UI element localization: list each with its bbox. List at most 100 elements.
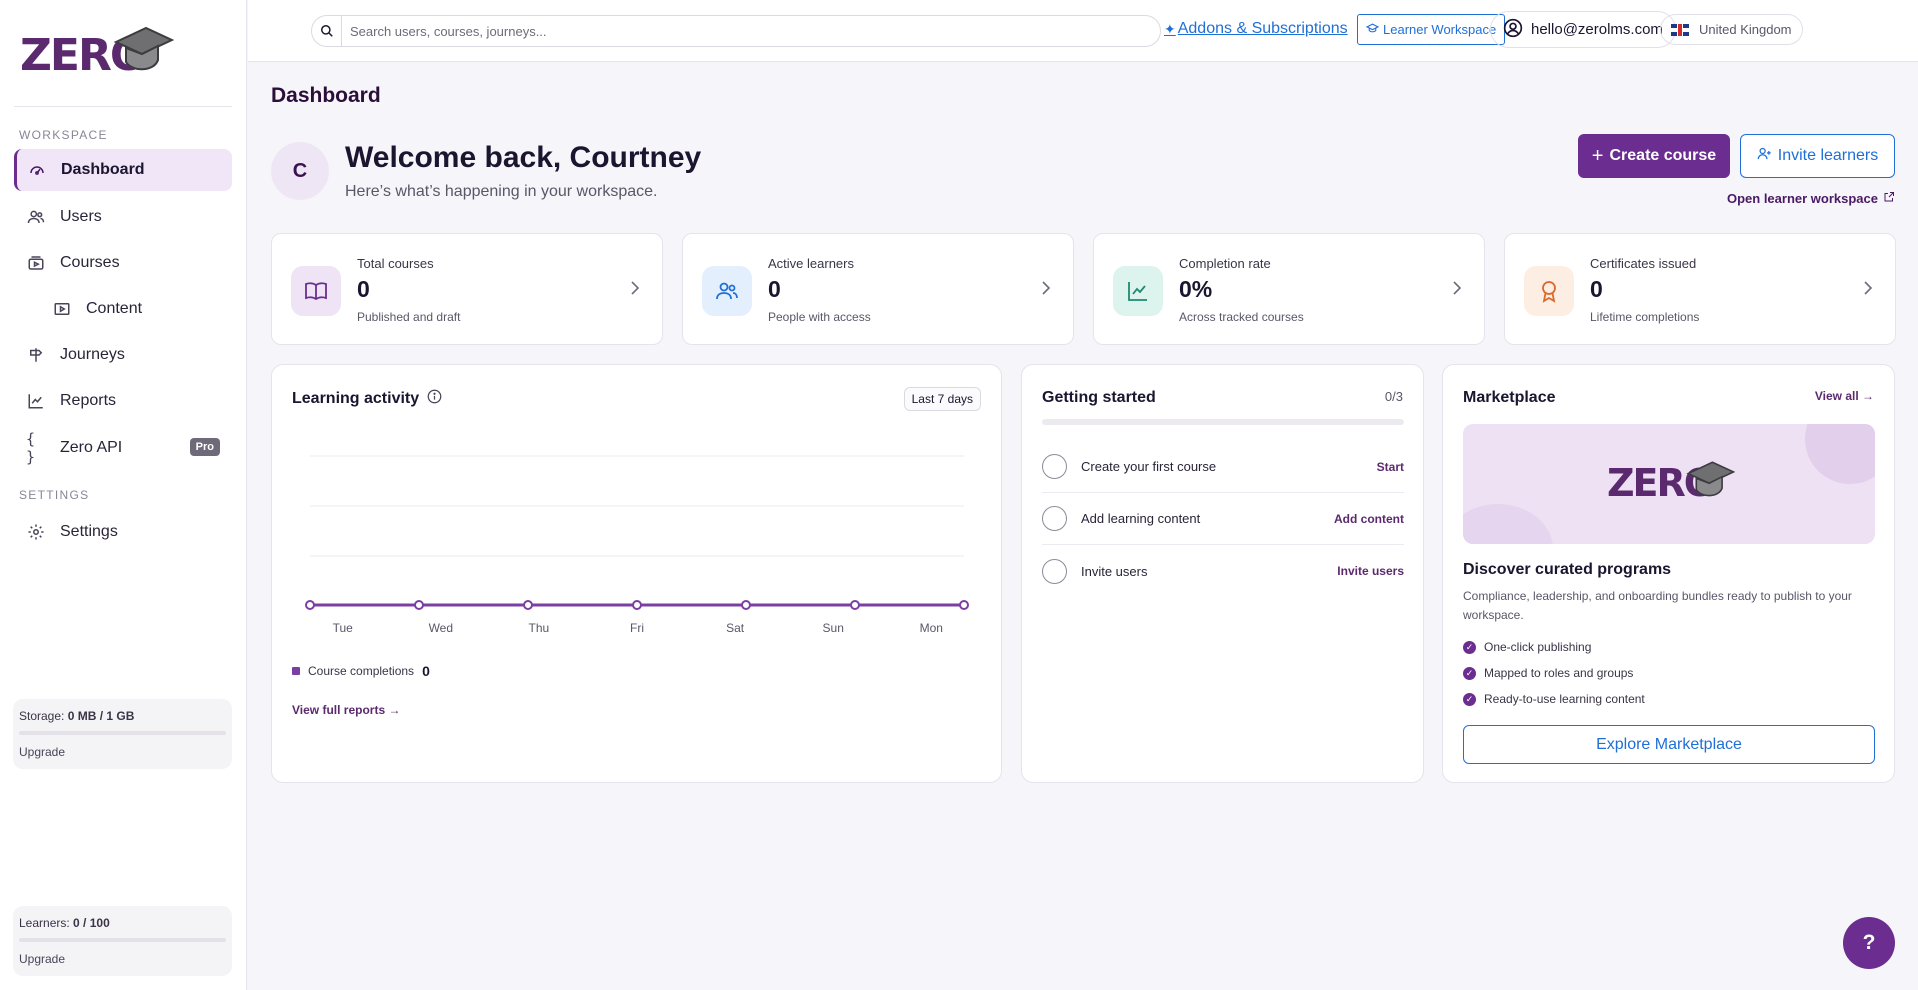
learning-activity-chart: Tue Wed Thu Fri Sat Sun Mon <box>305 455 969 635</box>
x-tick-label: Wed <box>429 621 453 635</box>
feature-label: One-click publishing <box>1484 640 1592 654</box>
checklist-label: Create your first course <box>1081 459 1217 474</box>
view-all-link[interactable]: View all → <box>1814 389 1874 403</box>
info-icon[interactable] <box>427 389 442 409</box>
learners-value: 0 / 100 <box>73 916 110 930</box>
courses-icon <box>26 253 46 273</box>
chevron-right-icon <box>1041 281 1051 300</box>
search-box[interactable] <box>311 15 1161 47</box>
sidebar-item-label: Users <box>60 208 102 225</box>
sidebar-item-label: Settings <box>60 523 118 540</box>
learners-progress-bar <box>19 938 226 942</box>
getting-started-card: Getting started 0/3 Create your first co… <box>1021 364 1424 783</box>
sidebar-item-label: Content <box>86 300 143 317</box>
sidebar-item-reports[interactable]: Reports <box>14 380 232 422</box>
avatar: C <box>271 142 329 200</box>
gear-icon <box>26 522 46 542</box>
feature-item: ✓ One-click publishing <box>1463 640 1591 654</box>
sparkle-icon: ✦ <box>1164 20 1176 37</box>
stat-subtitle: People with access <box>768 310 871 324</box>
checklist-action-link[interactable]: Invite users <box>1337 564 1404 578</box>
graduation-cap-icon <box>1686 461 1735 497</box>
user-menu[interactable]: hello@zerolms.com <box>1490 11 1676 48</box>
getting-started-title: Getting started <box>1042 389 1156 406</box>
learners-upgrade-link[interactable]: Upgrade <box>19 952 66 966</box>
stat-title: Total courses <box>357 256 434 271</box>
storage-value: 0 MB / 1 GB <box>67 709 135 723</box>
stat-value: 0 <box>768 276 781 302</box>
chart-legend: Course completions 0 <box>292 663 430 679</box>
stat-card-total-courses[interactable]: Total courses 0 Published and draft <box>271 233 663 345</box>
stat-card-completion-rate[interactable]: Completion rate 0% Across tracked course… <box>1093 233 1485 345</box>
decorative-circle <box>1805 424 1875 484</box>
invite-learners-label: Invite learners <box>1777 147 1879 164</box>
stat-card-certificates[interactable]: Certificates issued 0 Lifetime completio… <box>1504 233 1896 345</box>
zero-logo[interactable]: ZERO <box>20 22 174 82</box>
data-point <box>632 600 642 610</box>
getting-started-progress-bar <box>1042 419 1404 425</box>
stat-subtitle: Across tracked courses <box>1179 310 1304 324</box>
learner-workspace-label: Learner Workspace <box>1383 22 1497 37</box>
sidebar-item-journeys[interactable]: Journeys <box>14 334 232 376</box>
sidebar-item-content[interactable]: Content <box>40 288 230 330</box>
create-course-label: Create course <box>1609 147 1717 164</box>
line-chart-icon <box>26 391 46 411</box>
create-course-button[interactable]: + Create course <box>1578 134 1730 178</box>
settings-section-label: SETTINGS <box>19 488 90 502</box>
stat-card-active-learners[interactable]: Active learners 0 People with access <box>682 233 1074 345</box>
sidebar-item-zero-api[interactable]: { } Zero API Pro <box>14 427 232 469</box>
sidebar-item-dashboard[interactable]: Dashboard <box>14 149 232 191</box>
checklist-item: Add learning content Add content <box>1042 493 1404 545</box>
braces-icon: { } <box>26 430 36 466</box>
stat-value: 0 <box>1590 276 1603 302</box>
chevron-right-icon <box>630 281 640 300</box>
help-button[interactable]: ? <box>1843 917 1895 969</box>
legend-value: 0 <box>422 663 430 679</box>
open-learner-workspace-link[interactable]: Open learner workspace <box>1727 191 1895 206</box>
marketplace-heading: Discover curated programs <box>1463 561 1672 578</box>
check-circle-icon: ✓ <box>1463 692 1476 706</box>
book-icon <box>305 282 327 301</box>
check-circle-icon: ✓ <box>1463 640 1476 654</box>
addons-subscriptions-link[interactable]: ✦ Addons & Subscriptions <box>1164 20 1348 38</box>
data-point <box>850 600 860 610</box>
legend-swatch <box>292 667 300 675</box>
stat-icon-box <box>702 266 752 316</box>
date-range-chip[interactable]: Last 7 days <box>903 387 981 411</box>
uk-flag-icon <box>1671 23 1689 36</box>
sidebar-item-courses[interactable]: Courses <box>14 242 232 284</box>
workspace-section-label: WORKSPACE <box>19 128 108 142</box>
storage-quota: Storage: 0 MB / 1 GB Upgrade <box>13 699 232 769</box>
x-tick-label: Sat <box>726 621 745 635</box>
search-input[interactable] <box>350 23 1160 39</box>
checkbox-circle[interactable] <box>1042 454 1067 479</box>
view-full-reports-link[interactable]: View full reports → <box>292 703 401 717</box>
pro-badge: Pro <box>189 438 220 456</box>
sidebar: ZERO WORKSPACE Dashboard Users Courses C… <box>0 0 247 990</box>
locale-selector[interactable]: United Kingdom <box>1660 14 1803 45</box>
welcome-subtitle: Here’s what’s happening in your workspac… <box>345 183 658 200</box>
storage-upgrade-link[interactable]: Upgrade <box>19 745 66 759</box>
checkbox-circle[interactable] <box>1042 558 1067 584</box>
users-icon <box>26 207 46 227</box>
sidebar-item-settings[interactable]: Settings <box>14 511 232 553</box>
explore-marketplace-button[interactable]: Explore Marketplace <box>1463 725 1875 764</box>
open-learner-workspace-label: Open learner workspace <box>1726 191 1878 206</box>
checkbox-circle[interactable] <box>1042 506 1067 531</box>
stat-icon-box <box>291 266 341 316</box>
checklist-action-link[interactable]: Add content <box>1334 511 1404 526</box>
invite-learners-button[interactable]: Invite learners <box>1740 134 1895 178</box>
learning-activity-label: Learning activity <box>292 390 420 407</box>
learning-activity-card: Learning activity Last 7 days Tue Wed Thu F… <box>271 364 1002 783</box>
sidebar-item-users[interactable]: Users <box>14 196 232 238</box>
x-tick-label: Fri <box>630 621 644 635</box>
getting-started-progress: 0/3 <box>1384 389 1403 404</box>
stat-title: Certificates issued <box>1590 256 1697 271</box>
stat-title: Active learners <box>768 256 854 271</box>
addons-label: Addons & Subscriptions <box>1177 20 1348 37</box>
signpost-icon <box>26 345 46 365</box>
checklist-action-link[interactable]: Start <box>1376 459 1404 474</box>
sidebar-item-label: Dashboard <box>61 161 145 178</box>
learner-workspace-button[interactable]: Learner Workspace <box>1357 14 1506 45</box>
sidebar-item-label: Zero API <box>60 439 123 456</box>
